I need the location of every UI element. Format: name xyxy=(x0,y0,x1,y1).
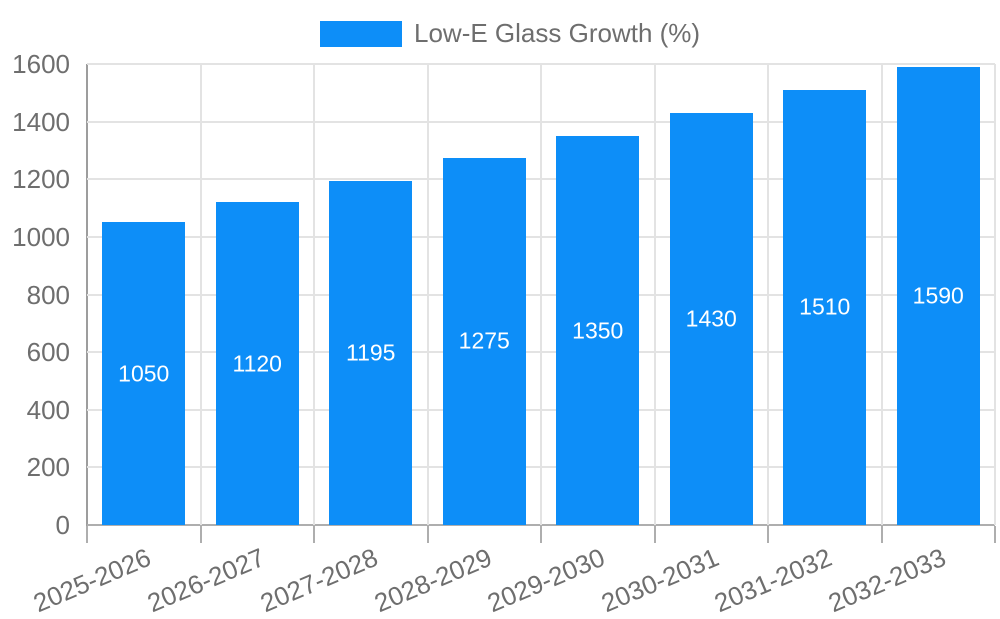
gridline-vertical xyxy=(199,64,202,525)
gridline-vertical xyxy=(540,64,542,525)
x-axis-tick xyxy=(199,526,202,543)
x-axis-tick xyxy=(86,526,88,543)
bar-value-label: 1120 xyxy=(232,350,282,377)
y-tick-label: 600 xyxy=(26,337,70,368)
y-tick-label: 200 xyxy=(26,452,70,483)
legend-swatch-icon xyxy=(320,20,402,47)
x-axis-tick xyxy=(994,526,996,543)
gridline-vertical xyxy=(880,64,883,525)
legend-label: Low-E Glass Growth (%) xyxy=(414,18,701,48)
x-tick-label: 2027-2028 xyxy=(256,542,383,619)
y-tick-label: 800 xyxy=(26,279,70,310)
x-axis-tick xyxy=(653,526,656,543)
bar-value-label: 1350 xyxy=(572,317,624,344)
x-axis-tick xyxy=(540,526,542,543)
bar-value-label: 1590 xyxy=(912,282,964,309)
bar-value-label: 1510 xyxy=(799,293,851,320)
bar[interactable]: 1590 xyxy=(896,66,980,525)
bar[interactable]: 1510 xyxy=(783,89,867,525)
x-axis-line xyxy=(87,524,995,526)
gridline-vertical xyxy=(426,64,429,525)
x-tick-label: 2032-2033 xyxy=(823,542,950,619)
bar-value-label: 1050 xyxy=(118,360,170,387)
gridline-vertical xyxy=(994,64,996,525)
legend[interactable]: Low-E Glass Growth (%) xyxy=(320,18,700,49)
bar[interactable]: 1275 xyxy=(442,157,526,525)
gridline-vertical xyxy=(313,64,315,525)
bar[interactable]: 1350 xyxy=(556,136,640,525)
plot-area: 1050 1120 1195 1275 1350 1430 1510 1590 xyxy=(87,63,996,525)
y-tick-label: 0 xyxy=(55,510,70,540)
bar-value-label: 1275 xyxy=(458,327,510,354)
x-axis-tick xyxy=(313,526,315,543)
bar-value-label: 1430 xyxy=(685,305,737,332)
x-axis-tick xyxy=(426,526,429,543)
y-tick-label: 1400 xyxy=(12,106,70,137)
bar[interactable]: 1195 xyxy=(329,180,413,525)
bar-value-label: 1195 xyxy=(346,339,396,366)
x-axis-tick xyxy=(767,526,769,543)
x-tick-label: 2031-2032 xyxy=(710,542,837,619)
gridline-vertical xyxy=(653,64,656,525)
x-tick-label: 2028-2029 xyxy=(369,542,496,619)
bar-chart: Low-E Glass Growth (%) 1050 1120 1195 1275 1… xyxy=(12,18,996,618)
x-axis-tick xyxy=(880,526,883,543)
y-tick-label: 400 xyxy=(26,394,70,425)
x-tick-label: 2030-2031 xyxy=(596,542,723,619)
x-tick-label: 2025-2026 xyxy=(29,542,156,619)
y-tick-label: 1200 xyxy=(12,164,70,195)
y-tick-label: 1000 xyxy=(12,221,70,252)
gridline-vertical xyxy=(767,64,769,525)
bar[interactable]: 1120 xyxy=(215,202,299,525)
x-tick-label: 2029-2030 xyxy=(483,542,610,619)
bar[interactable]: 1050 xyxy=(102,222,186,525)
y-tick-label: 1600 xyxy=(12,49,70,79)
bar[interactable]: 1430 xyxy=(669,112,753,525)
x-tick-label: 2026-2027 xyxy=(142,542,269,619)
